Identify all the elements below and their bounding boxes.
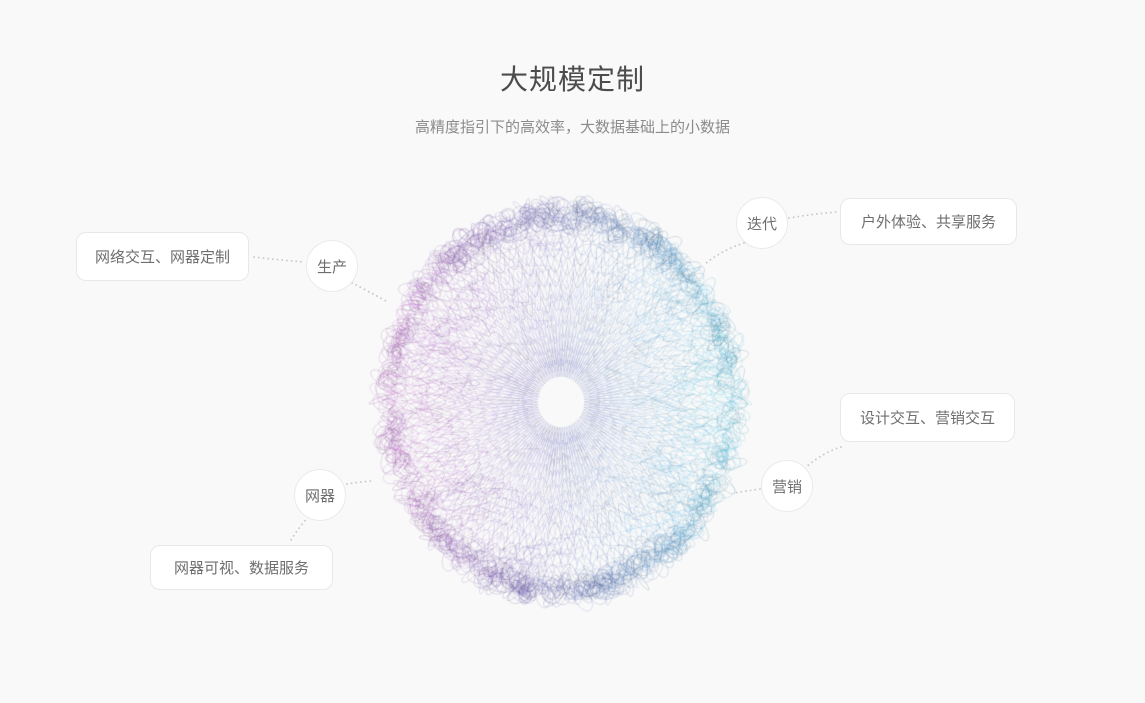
- dotted-line-iteration-to-box: [788, 211, 838, 219]
- particle-sphere-graphic: [352, 186, 772, 626]
- node-label: 营销: [771, 478, 802, 496]
- dotted-line-box-left-to-production: [253, 256, 305, 263]
- section-title: 大规模定制: [499, 64, 645, 95]
- callout-appliance-visualization: 网器可视、数据服务: [150, 545, 333, 590]
- callout-outdoor-experience: 户外体验、共享服务: [840, 198, 1017, 245]
- node-production: 生产: [306, 240, 358, 292]
- node-iteration: 迭代: [736, 197, 788, 249]
- callout-label: 户外体验、共享服务: [860, 214, 996, 231]
- callout-network-interaction: 网络交互、网器定制: [76, 232, 249, 281]
- dotted-line-box-right-to-marketing: [805, 446, 842, 468]
- callout-label: 设计交互、营销交互: [859, 410, 995, 427]
- node-label: 生产: [316, 258, 347, 276]
- dotted-line-appliance-to-box: [288, 516, 309, 544]
- node-marketing: 营销: [761, 460, 813, 512]
- callout-label: 网器可视、数据服务: [173, 560, 309, 577]
- node-label: 网器: [304, 487, 335, 505]
- section-subtitle: 高精度指引下的高效率，大数据基础上的小数据: [414, 119, 730, 136]
- node-appliance: 网器: [294, 469, 346, 521]
- callout-label: 网络交互、网器定制: [94, 249, 230, 266]
- callout-design-interaction: 设计交互、营销交互: [840, 393, 1015, 442]
- node-label: 迭代: [746, 215, 777, 233]
